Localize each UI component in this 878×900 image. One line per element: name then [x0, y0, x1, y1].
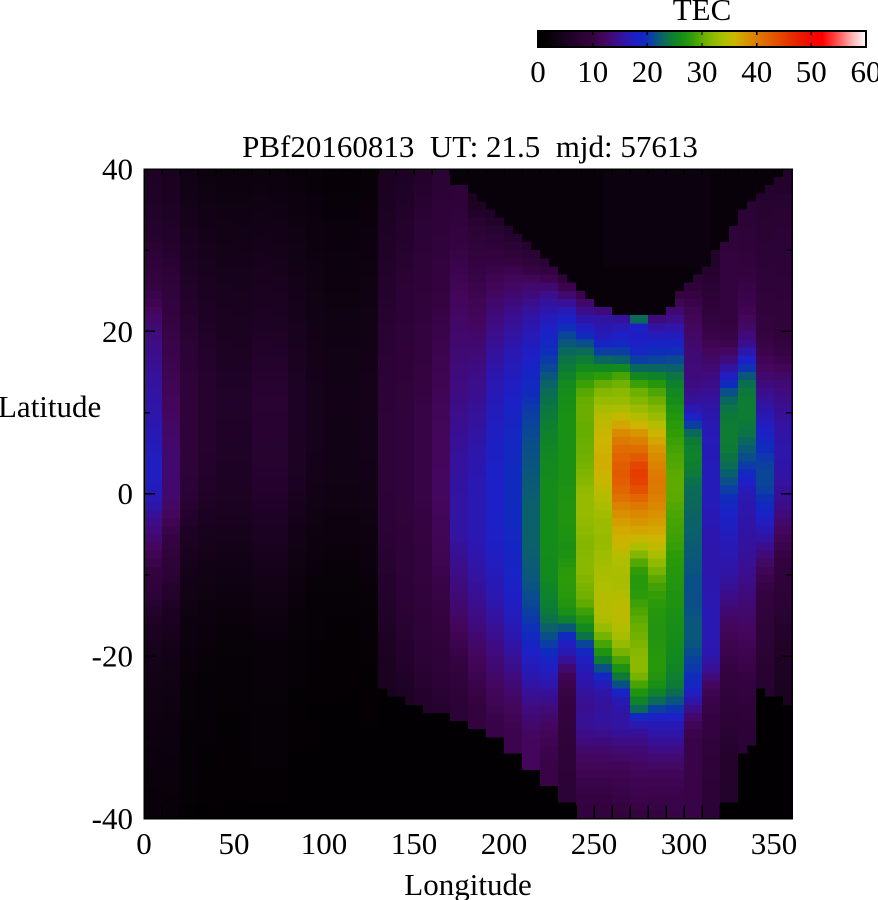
svg-text:20: 20 [102, 314, 133, 349]
svg-text:Longitude: Longitude [404, 867, 531, 900]
svg-text:0: 0 [118, 476, 134, 511]
svg-text:TEC: TEC [673, 0, 732, 27]
svg-text:Latitude: Latitude [0, 389, 101, 424]
svg-text:200: 200 [481, 826, 528, 861]
svg-text:250: 250 [571, 826, 618, 861]
svg-text:20: 20 [632, 54, 663, 89]
svg-text:40: 40 [102, 152, 133, 187]
svg-text:300: 300 [661, 826, 708, 861]
svg-text:100: 100 [301, 826, 348, 861]
svg-text:50: 50 [219, 826, 250, 861]
svg-text:30: 30 [687, 54, 718, 89]
svg-text:60: 60 [851, 54, 878, 89]
svg-text:0: 0 [530, 54, 546, 89]
svg-text:10: 10 [577, 54, 608, 89]
svg-text:350: 350 [751, 826, 798, 861]
svg-text:PBf20160813 UT: 21.5 mjd: 57: PBf20160813 UT: 21.5 mjd: 57613 [242, 129, 698, 164]
svg-text:-40: -40 [92, 801, 133, 836]
svg-text:40: 40 [741, 54, 772, 89]
svg-text:50: 50 [796, 54, 827, 89]
svg-text:150: 150 [391, 826, 438, 861]
svg-text:-20: -20 [92, 639, 133, 674]
svg-text:0: 0 [136, 826, 152, 861]
